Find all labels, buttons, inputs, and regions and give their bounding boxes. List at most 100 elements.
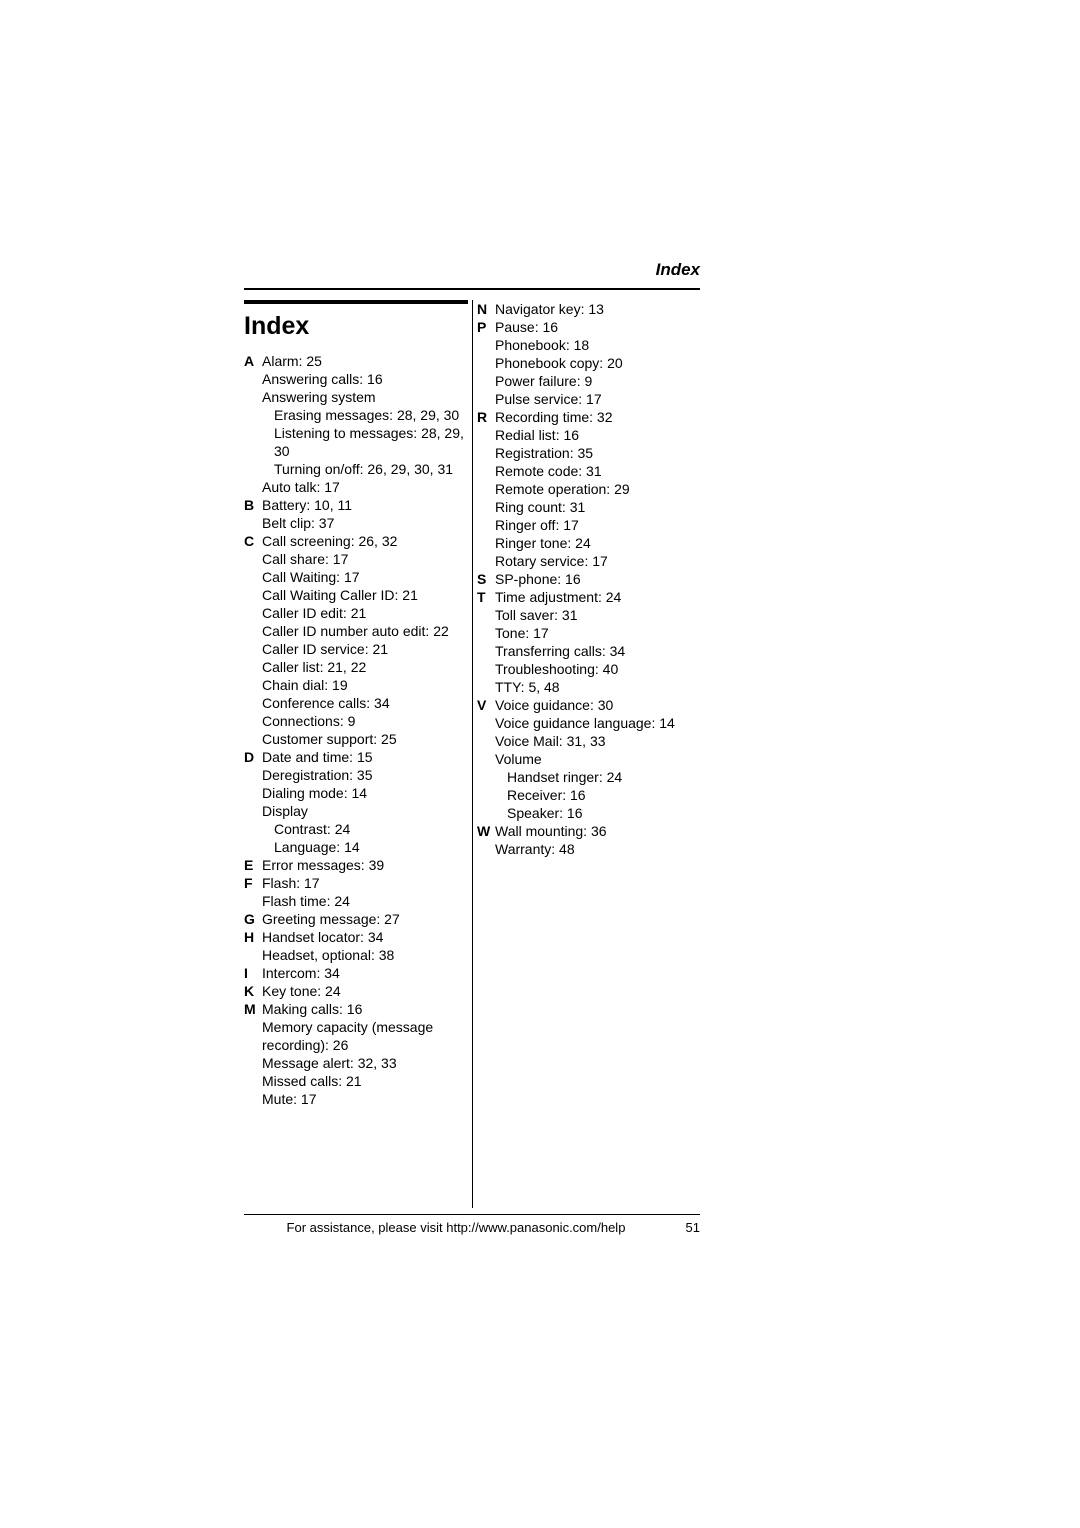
index-letter: V <box>477 696 495 714</box>
index-group-body: Navigator key: 13 <box>495 300 700 318</box>
index-letter: H <box>244 928 262 946</box>
index-entry: Wall mounting: 36 <box>495 822 700 840</box>
index-entry: Caller ID edit: 21 <box>262 604 472 622</box>
footer-text: For assistance, please visit http://www.… <box>244 1220 668 1235</box>
page-header: Index <box>656 260 700 280</box>
index-letter: M <box>244 1000 262 1018</box>
index-entry: Remote code: 31 <box>495 462 700 480</box>
index-entry: Pulse service: 17 <box>495 390 700 408</box>
index-entry: Phonebook: 18 <box>495 336 700 354</box>
index-entry: Caller list: 21, 22 <box>262 658 472 676</box>
index-letter: N <box>477 300 495 318</box>
index-letter-group: SSP-phone: 16 <box>477 570 700 588</box>
index-entry: Tone: 17 <box>495 624 700 642</box>
index-entry: TTY: 5, 48 <box>495 678 700 696</box>
index-entry: Key tone: 24 <box>262 982 472 1000</box>
index-entry: Call Waiting Caller ID: 21 <box>262 586 472 604</box>
index-letter: F <box>244 874 262 892</box>
index-letter: B <box>244 496 262 514</box>
index-letter-group: CCall screening: 26, 32Call share: 17Cal… <box>244 532 472 748</box>
index-letter-group: IIntercom: 34 <box>244 964 472 982</box>
index-entry: Transferring calls: 34 <box>495 642 700 660</box>
index-entry: Speaker: 16 <box>495 804 700 822</box>
index-entry: Message alert: 32, 33 <box>262 1054 472 1072</box>
index-group-body: Key tone: 24 <box>262 982 472 1000</box>
index-entry: Handset ringer: 24 <box>495 768 700 786</box>
index-entry: Receiver: 16 <box>495 786 700 804</box>
top-rule <box>244 288 700 290</box>
page-number: 51 <box>668 1220 700 1235</box>
index-entry: Chain dial: 19 <box>262 676 472 694</box>
index-entry: Phonebook copy: 20 <box>495 354 700 372</box>
index-entry: Ring count: 31 <box>495 498 700 516</box>
index-entry: Registration: 35 <box>495 444 700 462</box>
index-entry: Date and time: 15 <box>262 748 472 766</box>
index-letter-group: VVoice guidance: 30Voice guidance langua… <box>477 696 700 822</box>
index-group-body: Alarm: 25Answering calls: 16Answering sy… <box>262 352 472 496</box>
index-group-body: Error messages: 39 <box>262 856 472 874</box>
index-letter-group: BBattery: 10, 11Belt clip: 37 <box>244 496 472 532</box>
index-letter: T <box>477 588 495 606</box>
index-letter-group: KKey tone: 24 <box>244 982 472 1000</box>
index-group-body: Greeting message: 27 <box>262 910 472 928</box>
index-letter: A <box>244 352 262 370</box>
index-letter-group: HHandset locator: 34Headset, optional: 3… <box>244 928 472 964</box>
index-letter-group: MMaking calls: 16Memory capacity (messag… <box>244 1000 472 1108</box>
index-entry: Deregistration: 35 <box>262 766 472 784</box>
index-entry: Troubleshooting: 40 <box>495 660 700 678</box>
index-entry: Voice Mail: 31, 33 <box>495 732 700 750</box>
index-entry: Error messages: 39 <box>262 856 472 874</box>
index-entry: Voice guidance: 30 <box>495 696 700 714</box>
index-letter: I <box>244 964 262 982</box>
index-entry: Voice guidance language: 14 <box>495 714 700 732</box>
index-entry: Intercom: 34 <box>262 964 472 982</box>
index-group-body: Battery: 10, 11Belt clip: 37 <box>262 496 472 532</box>
index-entry: Greeting message: 27 <box>262 910 472 928</box>
index-group-body: Handset locator: 34Headset, optional: 38 <box>262 928 472 964</box>
index-entry: Auto talk: 17 <box>262 478 472 496</box>
index-entry: Mute: 17 <box>262 1090 472 1108</box>
index-entry: Memory capacity (message recording): 26 <box>262 1018 472 1054</box>
footer-rule <box>244 1214 700 1215</box>
index-letter: E <box>244 856 262 874</box>
index-letter-group: EError messages: 39 <box>244 856 472 874</box>
index-entry: Recording time: 32 <box>495 408 700 426</box>
index-letter-group: TTime adjustment: 24Toll saver: 31Tone: … <box>477 588 700 696</box>
index-letter: W <box>477 822 495 840</box>
index-letter: P <box>477 318 495 336</box>
index-entry: Time adjustment: 24 <box>495 588 700 606</box>
index-group-body: Voice guidance: 30Voice guidance languag… <box>495 696 700 822</box>
index-entry: Flash time: 24 <box>262 892 472 910</box>
index-columns: AAlarm: 25Answering calls: 16Answering s… <box>244 300 700 1208</box>
index-letter-group: DDate and time: 15Deregistration: 35Dial… <box>244 748 472 856</box>
index-right-column: NNavigator key: 13PPause: 16Phonebook: 1… <box>472 300 700 1208</box>
index-group-body: Time adjustment: 24Toll saver: 31Tone: 1… <box>495 588 700 696</box>
index-entry: Call share: 17 <box>262 550 472 568</box>
index-entry: SP-phone: 16 <box>495 570 700 588</box>
index-group-body: Pause: 16Phonebook: 18Phonebook copy: 20… <box>495 318 700 408</box>
index-left-column: AAlarm: 25Answering calls: 16Answering s… <box>244 300 472 1208</box>
index-entry: Language: 14 <box>262 838 472 856</box>
index-entry: Ringer tone: 24 <box>495 534 700 552</box>
index-entry: Rotary service: 17 <box>495 552 700 570</box>
index-group-body: Intercom: 34 <box>262 964 472 982</box>
index-group-body: Wall mounting: 36Warranty: 48 <box>495 822 700 858</box>
index-entry: Power failure: 9 <box>495 372 700 390</box>
index-entry: Headset, optional: 38 <box>262 946 472 964</box>
index-entry: Contrast: 24 <box>262 820 472 838</box>
index-group-body: Recording time: 32Redial list: 16Registr… <box>495 408 700 570</box>
index-entry: Making calls: 16 <box>262 1000 472 1018</box>
index-entry: Answering calls: 16 <box>262 370 472 388</box>
index-entry: Missed calls: 21 <box>262 1072 472 1090</box>
index-letter: R <box>477 408 495 426</box>
index-entry: Flash: 17 <box>262 874 472 892</box>
index-entry: Alarm: 25 <box>262 352 472 370</box>
index-entry: Display <box>262 802 472 820</box>
index-letter-group: WWall mounting: 36Warranty: 48 <box>477 822 700 858</box>
index-entry: Erasing messages: 28, 29, 30 <box>262 406 472 424</box>
footer: For assistance, please visit http://www.… <box>244 1220 700 1235</box>
index-letter-group: GGreeting message: 27 <box>244 910 472 928</box>
page: Index Index AAlarm: 25Answering calls: 1… <box>0 0 1080 1528</box>
index-entry: Volume <box>495 750 700 768</box>
index-letter-group: PPause: 16Phonebook: 18Phonebook copy: 2… <box>477 318 700 408</box>
